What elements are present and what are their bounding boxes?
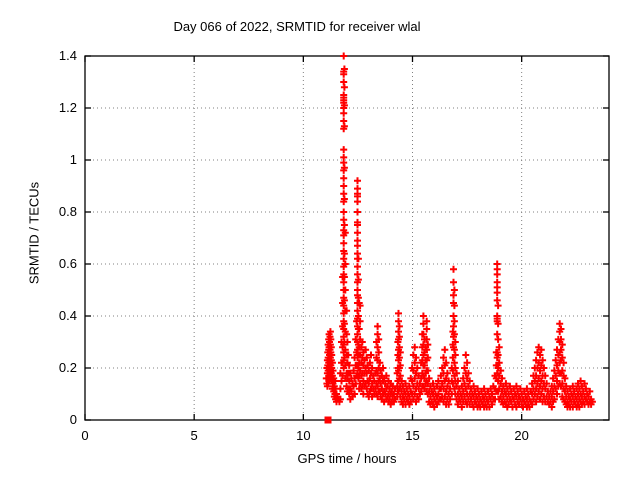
x-tick-label: 10 (296, 428, 311, 443)
y-tick-label: 0.4 (58, 308, 77, 323)
y-tick-label: 1 (69, 152, 77, 167)
x-tick-label: 0 (81, 428, 89, 443)
scatter-plus-markers (322, 52, 596, 411)
y-tick-label: 0.6 (58, 256, 77, 271)
y-tick-label: 1.2 (58, 100, 77, 115)
y-tick-label: 0.8 (58, 204, 77, 219)
y-tick-label: 1.4 (58, 48, 77, 63)
y-tick-label: 0.2 (58, 360, 77, 375)
chart-title: Day 066 of 2022, SRMTID for receiver wla… (173, 19, 421, 34)
x-tick-label: 5 (190, 428, 198, 443)
y-tick-label: 0 (69, 412, 77, 427)
x-tick-label: 15 (405, 428, 420, 443)
scatter-square-marker (324, 416, 332, 424)
x-tick-label: 20 (514, 428, 529, 443)
x-axis-label: GPS time / hours (297, 451, 397, 466)
